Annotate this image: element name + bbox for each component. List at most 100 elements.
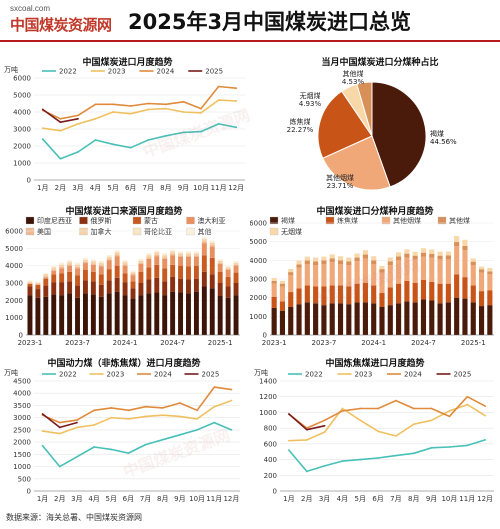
bar-segment-其他烟煤 (396, 260, 402, 284)
pie-value: 23.71% (327, 182, 354, 190)
bar-segment-俄罗斯 (59, 282, 65, 296)
bar-segment-美国 (51, 269, 57, 271)
bar-segment-褐煤 (437, 303, 443, 335)
bar-segment-炼焦煤 (379, 293, 385, 307)
bar-segment-其他煤 (412, 255, 418, 260)
series-line-2023 (42, 99, 237, 132)
bar-segment-其他 (114, 250, 120, 252)
y-tick-label: 0 (27, 488, 31, 496)
bar-segment-褐煤 (313, 303, 319, 335)
x-tick-label: 4月 (90, 184, 101, 192)
bar-segment-其他 (27, 280, 33, 282)
bar-segment-褐煤 (279, 310, 286, 335)
x-tick-label: 2024-7 (411, 339, 436, 347)
x-tick-label: 8月 (408, 495, 419, 503)
legend-swatch (79, 216, 88, 225)
bar-segment-无烟煤 (429, 249, 435, 254)
bar-segment-印度尼西亚 (67, 293, 73, 335)
bar-segment-印度尼西亚 (59, 295, 65, 335)
bar-segment-其他烟煤 (329, 262, 335, 286)
data-point-2022 (235, 126, 238, 129)
series-line-2022 (42, 123, 237, 160)
legend-label: 无烟煤 (281, 227, 302, 236)
legend-label: 美国 (37, 227, 51, 236)
bar-segment-印度尼西亚 (106, 293, 112, 335)
data-point-2023 (395, 435, 397, 437)
x-tick-label: 5月 (106, 495, 117, 503)
y-tick-label: 4000 (13, 390, 31, 398)
y-tick-label: 3000 (250, 276, 267, 284)
bar-segment-无烟煤 (470, 258, 476, 262)
bar-segment-无烟煤 (445, 251, 451, 256)
data-point-2023 (41, 430, 44, 433)
data-point-2022 (466, 444, 469, 447)
bar-segment-加拿大 (154, 252, 160, 255)
bar-segment-蒙古 (154, 264, 160, 278)
bar-segment-印度尼西亚 (201, 286, 207, 335)
bar-segment-其他烟煤 (354, 261, 360, 284)
bar-segment-俄罗斯 (217, 283, 223, 296)
bar-segment-褐煤 (445, 302, 451, 335)
x-tick-label: 9月 (174, 495, 185, 503)
legend-swatch (186, 216, 195, 225)
bar-segment-其他烟煤 (412, 259, 418, 283)
bar-segment-褐煤 (354, 302, 360, 335)
bar-segment-炼焦煤 (279, 301, 286, 311)
x-tick-label: 8月 (160, 184, 171, 192)
bar-segment-哥伦比亚 (154, 251, 160, 253)
bar-segment-无烟煤 (346, 257, 352, 262)
bar-segment-其他烟煤 (313, 265, 319, 287)
bar-segment-加拿大 (138, 260, 144, 263)
legend-swatch (132, 216, 142, 225)
data-point-2024 (129, 105, 132, 107)
bar-segment-美国 (186, 255, 191, 257)
x-tick-label: 2023-7 (312, 339, 337, 347)
bar-segment-加拿大 (162, 255, 168, 258)
data-point-2022 (448, 446, 451, 448)
data-point-2022 (213, 421, 216, 424)
y-tick-label: 4000 (13, 109, 31, 117)
bar-segment-其他煤 (288, 272, 294, 276)
x-tick-label: 12月 (223, 495, 239, 503)
data-point-2022 (230, 428, 233, 431)
data-point-2025 (59, 121, 62, 124)
bar-segment-炼焦煤 (362, 282, 368, 303)
bar-segment-炼焦煤 (288, 292, 294, 307)
bar-segment-炼焦煤 (321, 286, 327, 306)
data-point-2023 (305, 439, 308, 441)
data-point-2024 (377, 407, 379, 410)
x-tick-label: 2023-1 (262, 339, 287, 347)
data-point-2024 (430, 407, 433, 410)
bar-segment-其他烟煤 (420, 256, 427, 280)
bar-segment-加拿大 (75, 264, 80, 267)
x-tick-label: 3月 (319, 495, 330, 503)
data-point-2024 (448, 415, 451, 418)
y-tick-label: 200 (264, 472, 277, 480)
bar-segment-印度尼西亚 (233, 295, 239, 335)
bar-segment-其他煤 (271, 280, 277, 284)
bar-segment-蒙古 (130, 281, 136, 289)
bar-segment-印度尼西亚 (217, 296, 223, 335)
data-point-2023 (94, 117, 97, 120)
data-point-2023 (196, 417, 198, 420)
bar-segment-蒙古 (138, 271, 144, 283)
bar-segment-褐煤 (362, 302, 368, 335)
bar-segment-其他烟煤 (478, 272, 485, 292)
bar-segment-其他煤 (321, 260, 327, 265)
bar-segment-其他煤 (470, 261, 476, 265)
bar-segment-无烟煤 (288, 268, 294, 273)
data-point-2024 (161, 406, 164, 409)
bar-segment-褐煤 (387, 305, 393, 335)
bar-segment-其他烟煤 (462, 250, 468, 278)
bar-segment-印度尼西亚 (122, 295, 128, 335)
bar-segment-哥伦比亚 (59, 264, 65, 265)
bar-segment-澳大利亚 (67, 265, 73, 272)
data-point-2025 (41, 413, 44, 415)
data-point-2024 (182, 100, 185, 103)
bar-segment-褐煤 (420, 299, 427, 335)
bar-segment-俄罗斯 (43, 285, 49, 297)
bar-segment-炼焦煤 (412, 282, 418, 303)
bar-segment-美国 (209, 245, 215, 247)
